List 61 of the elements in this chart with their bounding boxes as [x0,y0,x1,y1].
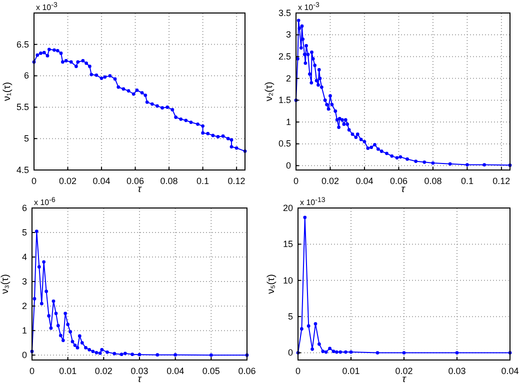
text: x 10$^{-13}$ [300,196,326,207]
y-tick-label: 3.5 [278,8,291,18]
y-tick-label: 3 [286,30,291,40]
y-tick-label: 5 [24,133,29,144]
y-tick-label: 5.5 [16,102,29,112]
y-tick-label: 0.5 [278,138,291,149]
y-tick-label: 0 [288,348,293,358]
y-tick-label: 2 [286,73,291,84]
x-tick-label: 0.06 [126,176,144,186]
x-tick-label: 0.02 [395,366,413,376]
x-axis-title: τ [138,374,143,384]
y-tick-label: 2.5 [278,51,291,62]
x-tick-label: 0.04 [356,176,374,186]
y-tick-label: 15 [282,239,293,250]
x-axis-title: τ [401,184,406,195]
x-tick-label: 0.02 [58,176,77,186]
y-tick-label: 3 [22,276,27,286]
x-tick-label: 0.05 [202,366,220,376]
y-axis-title: ν₁(τ) [2,82,13,101]
text: x 10$^{-6}$ [34,196,56,207]
x-tick-label: 0.1 [460,176,474,186]
x-tick-label: 0.03 [130,366,148,376]
x-tick-label: 0.08 [424,176,442,186]
x-tick-label: 0 [295,366,301,376]
text: x 10$^{-3}$ [298,2,320,12]
y-tick-label: 6.5 [16,39,29,50]
x-tick-label: 0 [31,176,37,186]
x-tick-label: 0.06 [238,366,256,376]
y-tick-label: 2 [22,300,27,311]
y-axis-title: ν₅(τ) [266,274,277,294]
y-tick-label: 6 [22,202,27,213]
x-tick-label: 0.12 [228,176,246,186]
x-tick-label: 0.02 [94,366,112,376]
x-tick-label: 0.08 [160,176,178,186]
y-tick-label: 5 [22,227,27,238]
y-tick-label: 5 [288,311,293,322]
x-tick-label: 0.1 [196,176,210,186]
y-axis-title: ν₂(τ) [264,82,275,102]
x-tick-label: 0.04 [92,176,110,186]
y-tick-label: 0 [286,160,291,171]
x-axis-title: τ [138,184,143,195]
x-tick-label: 0.03 [448,366,466,376]
x-tick-label: 0.02 [321,176,340,186]
y-tick-label: 10 [282,275,293,286]
x-tick-label: 0.12 [492,176,510,186]
y-tick-label: 0 [22,350,27,360]
y-tick-label: 4 [22,252,27,262]
x-tick-label: 0.04 [501,366,519,376]
x-tick-label: 0.01 [59,366,77,376]
y-tick-label: 4.5 [16,164,29,175]
x-tick-label: 0.01 [342,366,360,376]
text: x 10$^{-3}$ [36,2,58,12]
y-tick-label: 1 [286,116,291,127]
y-tick-label: 20 [282,202,293,213]
y-tick-label: 1 [22,325,27,336]
x-axis-title: τ [402,374,408,384]
x-tick-label: 0.04 [166,366,184,376]
y-axis-title: ν₃(τ) [0,274,11,294]
y-tick-label: 6 [24,70,29,81]
x-tick-label: 0.06 [390,176,408,186]
y-tick-label: 1.5 [278,95,291,106]
